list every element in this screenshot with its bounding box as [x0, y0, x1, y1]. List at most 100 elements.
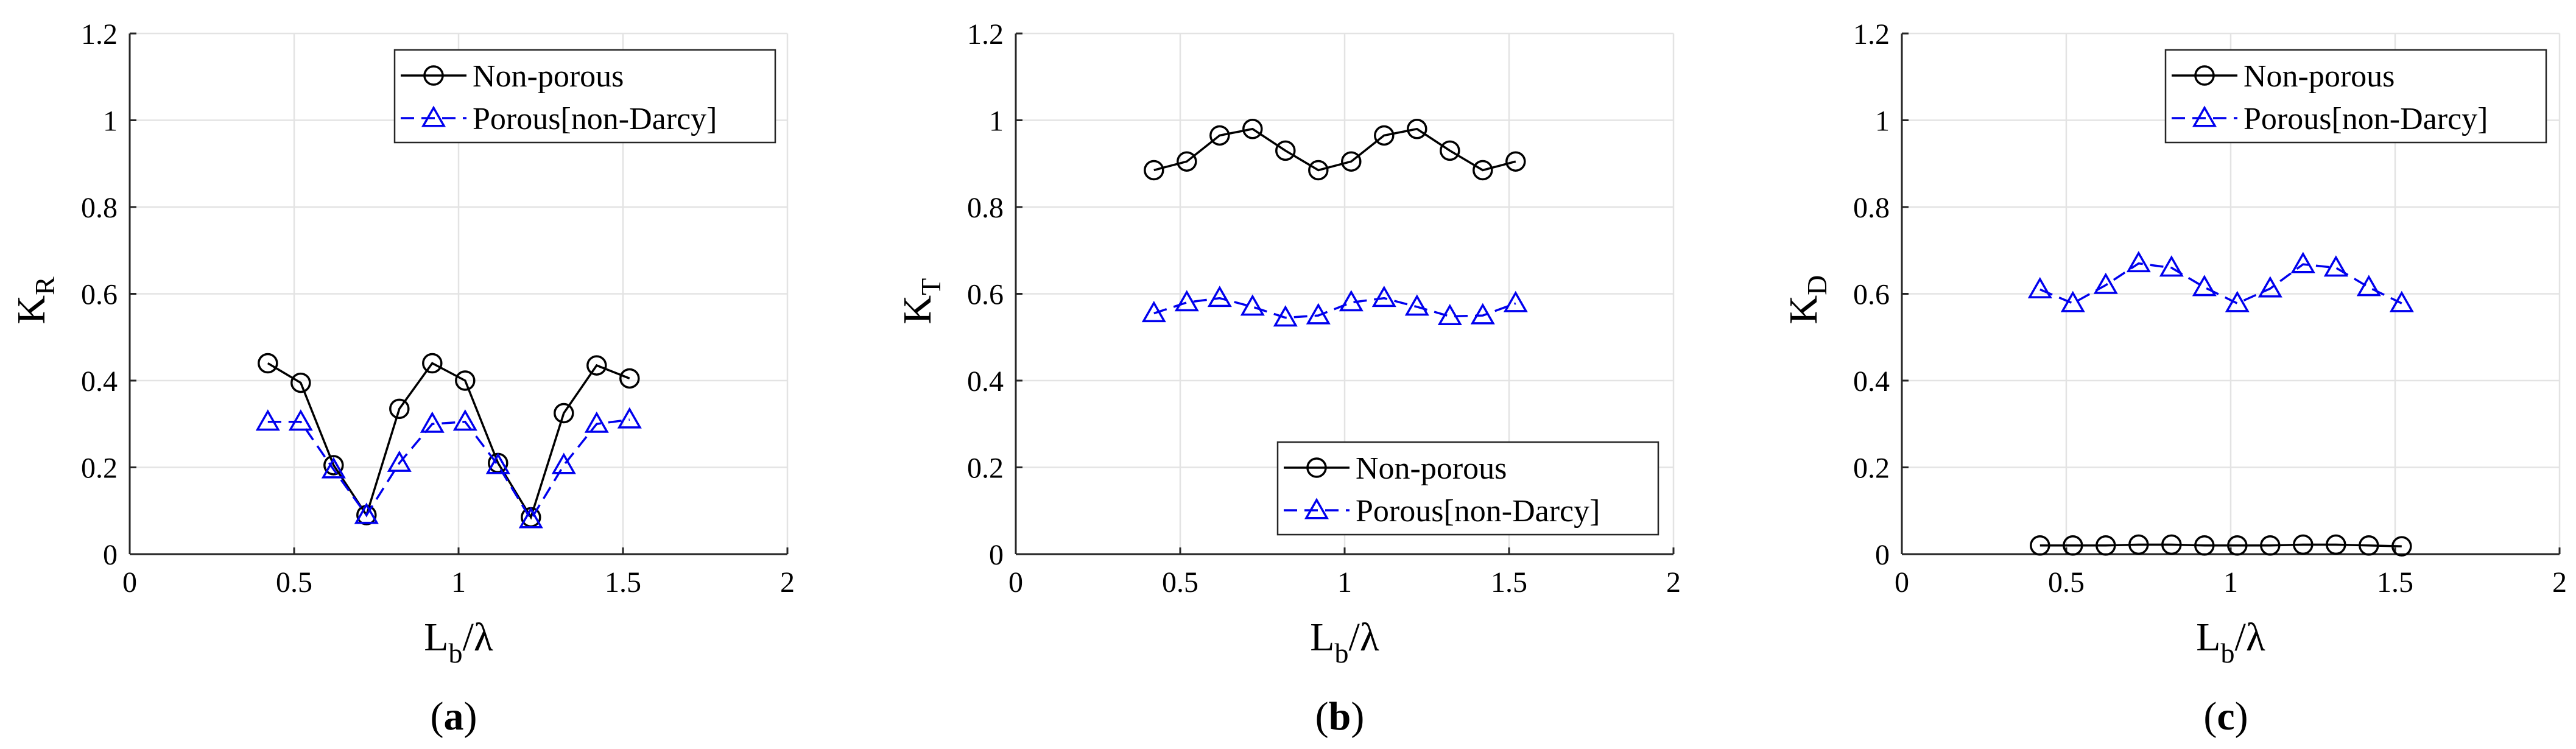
data-point — [1473, 160, 1493, 181]
legend-marker — [1304, 498, 1329, 519]
data-point — [1240, 294, 1265, 316]
x-tick-label: 2 — [2552, 566, 2567, 599]
data-point — [1341, 151, 1362, 172]
legend-label: Non-porous — [2243, 59, 2395, 94]
data-point — [1505, 151, 1526, 172]
series-non-porous — [1144, 119, 1526, 181]
legend-item: Non-porous — [401, 59, 624, 94]
y-tick-label: 0.4 — [81, 365, 118, 398]
x-axis-label-main: L — [424, 615, 448, 659]
data-point — [290, 372, 311, 393]
data-point — [258, 353, 278, 374]
y-tick-label: 0.8 — [81, 192, 118, 224]
data-point — [389, 398, 410, 420]
x-axis-label-rest: /λ — [2234, 615, 2265, 659]
x-axis-label-sub: b — [1334, 638, 1348, 669]
legend-item: Non-porous — [1284, 451, 1507, 486]
data-point — [2192, 275, 2217, 297]
data-point — [2161, 534, 2182, 555]
data-point — [554, 403, 574, 424]
data-point — [1209, 125, 1230, 146]
x-tick-label: 0 — [122, 566, 137, 599]
legend-label: Porous[non-Darcy] — [1356, 494, 1600, 529]
data-point — [2290, 251, 2315, 273]
x-tick-label: 1.5 — [605, 566, 641, 599]
chart-panel-b: 0 0.5 1 1.5 2 0 0.2 0.4 0.6 0.8 1 1.2 KT Lb/λ Non-poro… — [895, 18, 1681, 739]
data-point — [2128, 534, 2149, 555]
data-point — [1374, 125, 1395, 146]
data-point — [2356, 275, 2381, 297]
x-tick-label: 0.5 — [2048, 566, 2085, 599]
data-point — [584, 411, 609, 433]
y-tick-label: 1 — [103, 105, 118, 138]
data-point — [2027, 276, 2052, 298]
y-axis-label-main: K — [895, 295, 940, 325]
y-axis-label-main: K — [1781, 295, 1826, 325]
data-point — [485, 452, 510, 474]
data-point — [619, 368, 640, 389]
data-point — [1174, 290, 1199, 312]
data-point — [2293, 534, 2314, 555]
data-point — [1503, 290, 1528, 312]
y-tick-label: 0.6 — [967, 279, 1004, 311]
y-tick-label: 1.2 — [1853, 18, 1890, 51]
legend-label: Porous[non-Darcy] — [473, 102, 717, 136]
caption-letter: c — [2217, 694, 2234, 739]
legend-item: Non-porous — [2172, 59, 2395, 94]
caption-letter: b — [1329, 694, 1351, 739]
y-axis-label: KD — [1781, 275, 1832, 325]
x-axis-label-sub: b — [2220, 638, 2234, 669]
data-point — [354, 502, 379, 524]
data-point — [1437, 304, 1462, 326]
series-line — [1153, 127, 1516, 172]
legend-label: Non-porous — [1356, 451, 1507, 486]
data-point — [452, 409, 477, 431]
data-point — [1308, 160, 1329, 181]
panel-caption: (c) — [2203, 694, 2248, 739]
series-porous — [2027, 251, 2414, 312]
y-tick-label: 0.2 — [1853, 452, 1890, 485]
series-non-porous — [2030, 534, 2412, 557]
y-axis-label: KR — [9, 276, 60, 325]
data-point — [1177, 151, 1197, 172]
data-point — [2093, 272, 2118, 294]
legend-label: Non-porous — [473, 59, 624, 94]
data-point — [255, 409, 280, 431]
legend: Non-porous Porous[non-Darcy] — [2164, 49, 2547, 144]
y-axis-label-sub: D — [1801, 275, 1832, 295]
data-point — [387, 450, 412, 472]
x-tick-label: 1 — [2223, 566, 2238, 599]
data-point — [2096, 535, 2116, 556]
x-tick-label: 1 — [1337, 566, 1352, 599]
caption-open: ( — [431, 694, 444, 739]
y-tick-label: 1.2 — [967, 18, 1004, 51]
y-tick-label: 0.2 — [81, 452, 118, 485]
x-tick-label: 0.5 — [1162, 566, 1198, 599]
y-tick-label: 1 — [1875, 105, 1890, 138]
y-tick-label: 0.8 — [967, 192, 1004, 224]
legend-box — [393, 49, 776, 144]
data-point — [2159, 255, 2184, 277]
data-point — [2359, 535, 2379, 556]
data-point — [1440, 140, 1460, 161]
legend-item: Porous[non-Darcy] — [401, 102, 717, 136]
y-axis-label-sub: R — [29, 276, 60, 295]
y-tick-label: 0.6 — [1853, 279, 1890, 311]
data-point — [2391, 536, 2412, 557]
data-point — [2225, 290, 2250, 312]
caption-letter: a — [444, 694, 464, 739]
data-point — [455, 370, 476, 391]
legend-marker — [423, 65, 444, 86]
y-axis-label-main: K — [9, 295, 54, 325]
legend-item: Porous[non-Darcy] — [1284, 494, 1600, 529]
data-point — [2323, 255, 2348, 277]
data-point — [2030, 535, 2050, 556]
data-point — [2389, 290, 2414, 312]
x-axis-label-sub: b — [448, 638, 462, 669]
data-point — [2260, 535, 2281, 556]
y-tick-label: 0.4 — [1853, 365, 1890, 398]
data-point — [323, 455, 344, 476]
data-point — [420, 411, 445, 433]
y-tick-label: 0 — [989, 539, 1004, 571]
